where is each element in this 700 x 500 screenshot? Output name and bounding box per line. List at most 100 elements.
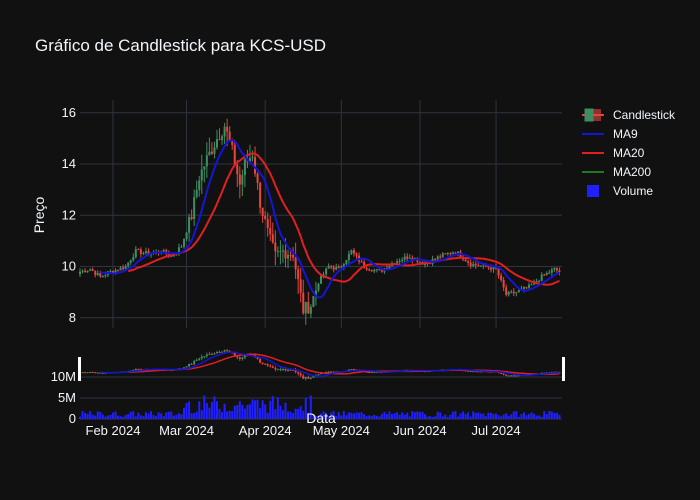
volume-bar [127,414,130,419]
candle [101,275,104,278]
volume-bar [528,414,531,419]
volume-bar [200,410,203,419]
volume-bar [307,412,310,419]
candle [314,281,317,306]
volume-axis-ticks: 0 5M 10M [51,369,76,426]
candle [307,291,310,314]
candle [261,207,264,223]
candle [408,254,411,259]
candle [350,249,353,256]
mini-candle [332,371,335,373]
legend-item-ma9[interactable]: MA9 [582,127,638,141]
volume-tick-label: 0 [69,411,76,426]
volume-bar [330,412,333,419]
volume-bar [391,414,394,419]
volume-bar [122,416,125,419]
candle [139,247,142,258]
volume-bar [155,416,158,419]
mini-candle [241,356,244,361]
candle [439,254,442,259]
volume-bar [360,412,363,419]
volume-bar [218,408,221,419]
candle [132,253,135,262]
candle [195,180,198,199]
volume-bar [403,414,406,419]
volume-bar [550,411,553,419]
candle [512,288,515,296]
mini-candle [317,374,320,376]
x-tick-label: May 2024 [313,423,370,438]
volume-bar [538,415,541,419]
volume-bar [317,416,320,419]
mini-candle [238,356,241,362]
volume-bar [368,415,371,419]
volume-bar [256,399,259,419]
legend-item-volume[interactable]: Volume [587,184,653,198]
volume-bar [558,414,561,419]
legend[interactable]: Candlestick MA9 MA20 MA200 Volume [582,108,676,198]
candle [299,268,302,303]
volume-bar [81,410,84,419]
legend-label: MA20 [613,146,645,160]
volume-bar [134,416,137,419]
volume-tick-label: 10M [51,369,76,384]
candle [218,128,221,141]
volume-bar [182,407,186,419]
candle [271,222,274,244]
candle [337,264,340,269]
candle [279,240,282,265]
candle [281,244,284,264]
x-tick-label: Apr 2024 [239,423,292,438]
mini-candle [269,363,272,368]
volume-bar [190,413,193,419]
volume-bar [248,404,251,419]
candle [134,246,137,259]
volume-bar [441,416,444,419]
legend-label: MA200 [613,165,651,179]
volume-bar [487,412,490,419]
candle [236,160,239,187]
volume-bar [484,416,487,419]
candle [335,263,338,271]
range-slider-right-handle[interactable] [562,357,565,381]
volume-bar [302,410,305,419]
volume-bar [345,415,348,419]
volume-bar [172,415,175,419]
candle [256,172,259,190]
volume-bar [294,408,297,419]
range-slider-left-handle[interactable] [78,357,81,381]
legend-item-ma20[interactable]: MA20 [582,146,645,160]
candle [467,259,470,266]
candle [347,250,350,264]
x-tick-label: Feb 2024 [86,423,141,438]
volume-bar [358,412,361,419]
volume-bar [393,413,396,419]
legend-item-ma200[interactable]: MA200 [582,165,651,179]
volume-bar [492,413,495,419]
volume-bar [94,415,97,419]
candle [78,268,82,278]
candle [223,122,226,144]
candle [352,248,355,257]
candle [312,295,315,308]
candle [274,230,277,266]
ma20-line [127,152,560,286]
candle [188,213,191,242]
volume-bar [479,413,482,419]
volume-bar [462,411,465,419]
candle [332,265,335,273]
volume-bar [375,415,378,419]
y-axis-ticks: 8 10 12 14 16 [62,105,76,325]
volume-bar [233,405,236,419]
candle [205,142,208,178]
candle [446,252,449,256]
mini-candle [137,368,140,370]
mini-candle [200,354,203,361]
mini-candle [208,351,211,355]
volume-bar [489,412,492,419]
volume-bar [284,402,287,419]
volume-bar [446,416,449,419]
legend-item-candlestick[interactable]: Candlestick [582,108,676,122]
volume-bar [208,407,211,419]
candle [180,244,183,248]
